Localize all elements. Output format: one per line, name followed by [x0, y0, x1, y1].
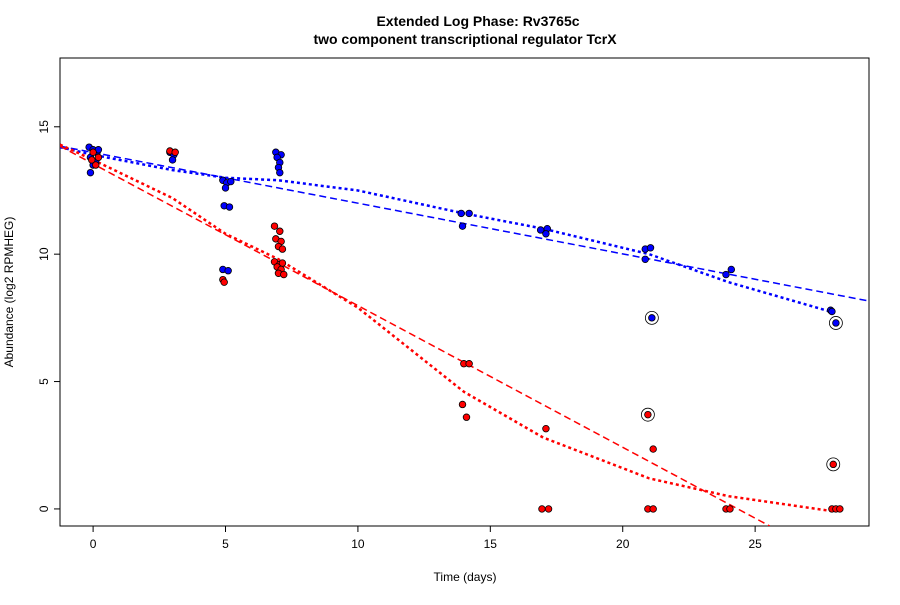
highlighted-data-point [832, 319, 840, 327]
data-point [542, 230, 550, 238]
data-point [457, 209, 465, 218]
data-point [462, 413, 471, 421]
y-tick-label: 10 [37, 247, 51, 261]
data-point [280, 270, 288, 279]
data-point [88, 156, 96, 164]
data-point [168, 156, 177, 164]
y-axis-label: Abundance (log2 RPMHEG) [2, 217, 16, 368]
data-point [276, 227, 284, 235]
highlight-ring [828, 316, 843, 330]
highlighted-data-point [644, 410, 652, 419]
data-point [722, 270, 730, 279]
plot-frame [59, 57, 870, 527]
data-point [641, 255, 649, 263]
x-tick-label: 10 [351, 537, 365, 551]
data-point [224, 267, 232, 275]
highlight-ring [644, 310, 659, 325]
data-point [278, 245, 287, 253]
x-tick-label: 0 [90, 537, 97, 551]
data-point [726, 505, 734, 513]
x-tick-label: 5 [222, 537, 229, 551]
data-point [465, 209, 473, 218]
highlight-ring [640, 407, 655, 422]
chart-title-line1: Extended Log Phase: Rv3765c [376, 13, 579, 29]
data-point [221, 184, 230, 192]
data-point [649, 505, 657, 513]
data-point [649, 445, 657, 453]
data-point [828, 307, 836, 316]
x-tick-label: 15 [484, 537, 498, 551]
data-point [171, 148, 179, 156]
data-point [225, 203, 234, 211]
data-point [270, 222, 279, 230]
highlighted-data-point [829, 460, 837, 469]
data-point [227, 177, 235, 186]
data-point [542, 424, 550, 433]
loess-fit-line [60, 145, 835, 314]
data-point [544, 505, 553, 513]
highlighted-data-point [648, 314, 656, 322]
data-point [538, 505, 546, 513]
data-point [220, 278, 228, 286]
data-point [836, 505, 844, 513]
loess-fit-line [60, 143, 835, 513]
chart-title-line2: two component transcriptional regulator … [313, 31, 617, 47]
y-tick-label: 5 [37, 378, 51, 385]
data-point [458, 222, 467, 230]
y-tick-label: 0 [37, 505, 51, 512]
data-point [646, 244, 655, 252]
data-point [89, 148, 97, 156]
highlight-ring [826, 457, 841, 472]
plot-area [60, 143, 869, 526]
x-axis: 0 5 10 15 20 25 [90, 525, 762, 551]
x-tick-label: 25 [748, 537, 762, 551]
data-point [727, 265, 735, 274]
y-tick-label: 15 [37, 120, 51, 134]
data-point [276, 168, 284, 177]
data-point [458, 400, 467, 409]
data-point [92, 161, 100, 169]
x-tick-label: 20 [616, 537, 630, 551]
data-point [465, 360, 473, 368]
straight-fit-line [60, 145, 771, 526]
y-axis: 0 5 10 15 [37, 120, 61, 512]
x-axis-label: Time (days) [434, 570, 497, 584]
data-point [94, 153, 103, 162]
data-point [86, 168, 95, 177]
